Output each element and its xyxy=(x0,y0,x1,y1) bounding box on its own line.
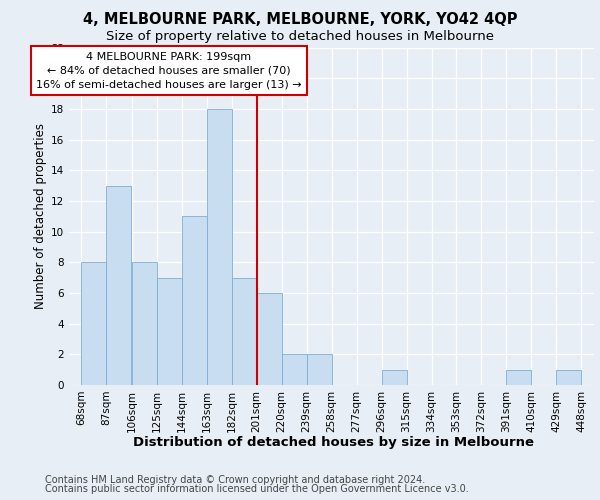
Bar xyxy=(232,278,257,385)
Text: 4 MELBOURNE PARK: 199sqm
← 84% of detached houses are smaller (70)
16% of semi-d: 4 MELBOURNE PARK: 199sqm ← 84% of detach… xyxy=(36,52,302,90)
Bar xyxy=(281,354,307,385)
Text: Contains HM Land Registry data © Crown copyright and database right 2024.: Contains HM Land Registry data © Crown c… xyxy=(45,475,425,485)
Text: Distribution of detached houses by size in Melbourne: Distribution of detached houses by size … xyxy=(133,436,533,449)
Bar xyxy=(257,293,281,385)
Bar xyxy=(131,262,157,385)
Bar xyxy=(556,370,581,385)
Y-axis label: Number of detached properties: Number of detached properties xyxy=(34,123,47,309)
Bar xyxy=(307,354,331,385)
Bar xyxy=(82,262,107,385)
Bar xyxy=(206,109,232,385)
Text: Contains public sector information licensed under the Open Government Licence v3: Contains public sector information licen… xyxy=(45,484,469,494)
Text: Size of property relative to detached houses in Melbourne: Size of property relative to detached ho… xyxy=(106,30,494,43)
Bar xyxy=(107,186,131,385)
Bar xyxy=(157,278,182,385)
Bar xyxy=(506,370,532,385)
Bar xyxy=(382,370,407,385)
Bar xyxy=(182,216,206,385)
Text: 4, MELBOURNE PARK, MELBOURNE, YORK, YO42 4QP: 4, MELBOURNE PARK, MELBOURNE, YORK, YO42… xyxy=(83,12,517,28)
